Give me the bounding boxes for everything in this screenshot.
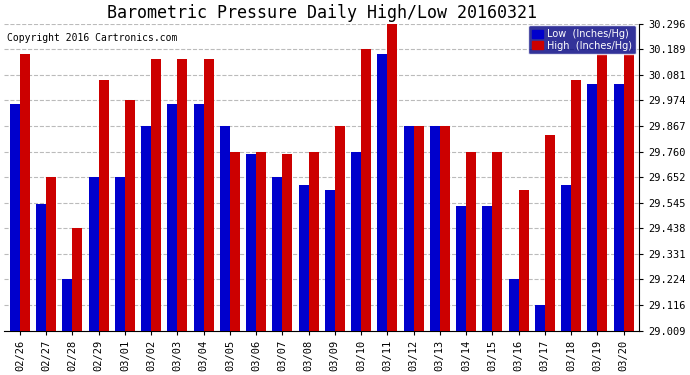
Bar <box>308 152 319 330</box>
Bar <box>230 152 240 330</box>
Bar <box>220 126 230 330</box>
Bar <box>194 104 204 330</box>
Bar <box>10 104 20 330</box>
Bar <box>151 58 161 330</box>
Bar <box>177 58 188 330</box>
Bar <box>413 126 424 330</box>
Bar <box>613 84 624 330</box>
Bar <box>20 54 30 330</box>
Bar <box>204 58 214 330</box>
Bar <box>535 305 545 330</box>
Bar <box>587 84 598 330</box>
Bar <box>456 206 466 330</box>
Bar <box>598 54 607 330</box>
Bar <box>168 104 177 330</box>
Bar <box>256 152 266 330</box>
Bar <box>299 185 308 330</box>
Bar <box>361 49 371 330</box>
Bar <box>125 100 135 330</box>
Bar <box>141 126 151 330</box>
Legend: Low  (Inches/Hg), High  (Inches/Hg): Low (Inches/Hg), High (Inches/Hg) <box>528 25 636 54</box>
Bar <box>282 154 293 330</box>
Bar <box>440 126 450 330</box>
Bar <box>377 54 387 330</box>
Bar <box>571 80 581 330</box>
Bar <box>46 177 56 330</box>
Bar <box>62 279 72 330</box>
Text: Copyright 2016 Cartronics.com: Copyright 2016 Cartronics.com <box>8 33 178 43</box>
Bar <box>430 126 440 330</box>
Bar <box>387 24 397 330</box>
Bar <box>404 126 413 330</box>
Bar <box>246 154 256 330</box>
Bar <box>351 152 361 330</box>
Bar <box>89 177 99 330</box>
Bar <box>482 206 493 330</box>
Bar <box>335 126 345 330</box>
Bar <box>273 177 282 330</box>
Bar <box>115 177 125 330</box>
Bar <box>509 279 519 330</box>
Bar <box>545 135 555 330</box>
Bar <box>36 204 46 330</box>
Bar <box>72 228 82 330</box>
Bar <box>624 54 633 330</box>
Bar <box>325 190 335 330</box>
Bar <box>493 152 502 330</box>
Bar <box>519 190 529 330</box>
Bar <box>561 185 571 330</box>
Bar <box>99 80 108 330</box>
Bar <box>466 152 476 330</box>
Title: Barometric Pressure Daily High/Low 20160321: Barometric Pressure Daily High/Low 20160… <box>107 4 537 22</box>
